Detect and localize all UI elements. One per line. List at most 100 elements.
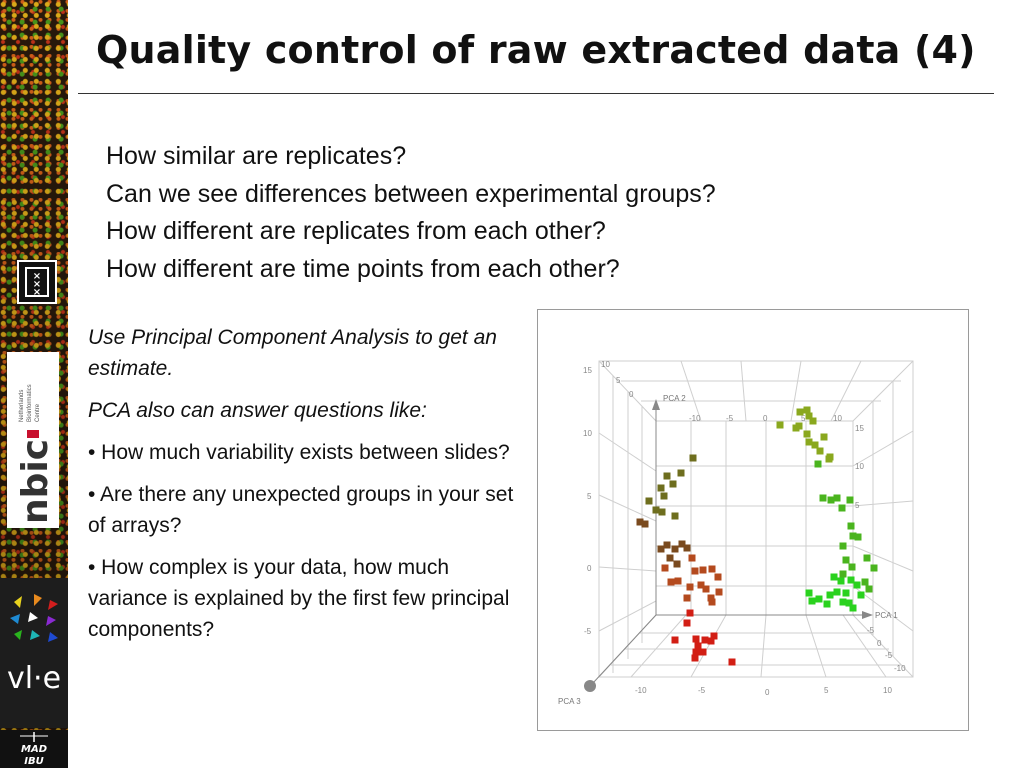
pca-point-olive <box>803 430 811 438</box>
pca-point-red <box>728 658 736 666</box>
z-tick-label: 10 <box>601 360 610 369</box>
bullet-3: • How complex is your data, how much var… <box>88 556 510 641</box>
pca-point-red <box>694 642 702 650</box>
pca-point-darkgreen <box>657 484 665 492</box>
side-tick-label: 0 <box>877 639 882 648</box>
pca-point-darkgreen <box>645 497 653 505</box>
pca-point-rust <box>667 578 675 586</box>
pca-point-rust <box>661 564 669 572</box>
y-tick-label: 10 <box>583 429 592 438</box>
pca2-arrow-icon <box>652 399 660 410</box>
pca-point-olive <box>805 412 813 420</box>
z-tick-label: 5 <box>616 376 621 385</box>
axis-label-pca2: PCA 2 <box>663 394 686 403</box>
pca-point-rust <box>702 585 710 593</box>
x-tick-label: 5 <box>824 686 829 695</box>
question-3: How different are replicates from each o… <box>106 217 606 245</box>
nbic-caption-3: Centre <box>35 403 41 422</box>
pca-points-layer <box>636 406 878 666</box>
pca-point-red <box>671 636 679 644</box>
pca-point-olive <box>803 406 811 414</box>
pca-point-rust <box>674 577 682 585</box>
pca-point-brown <box>641 520 649 528</box>
pca-point-rust <box>714 573 722 581</box>
vle-logo-text: vl·e <box>7 661 61 696</box>
pca-point-brightgreen <box>823 600 831 608</box>
pca-point-darkgreen <box>658 508 666 516</box>
pca-point-green <box>863 554 871 562</box>
pca-point-green <box>861 578 869 586</box>
university-logo: × × × <box>17 260 57 304</box>
pca-point-brightgreen <box>830 573 838 581</box>
pca-point-darkgreen <box>671 512 679 520</box>
pca-point-rust <box>699 566 707 574</box>
pca-point-olive <box>816 447 824 455</box>
pca-point-brown <box>666 554 674 562</box>
pca-point-olive <box>792 424 800 432</box>
side-tick-label: 10 <box>855 462 864 471</box>
pca-grid <box>598 360 914 678</box>
pca-point-darkgreen <box>669 480 677 488</box>
side-tick-label: -5 <box>867 626 875 635</box>
pca-point-brightgreen <box>842 589 850 597</box>
pca-point-green <box>870 564 878 572</box>
top-tick-label: -10 <box>689 414 701 423</box>
pca-point-brightgreen <box>805 589 813 597</box>
pca-point-red <box>692 635 700 643</box>
pca3-axis-marker-icon <box>584 680 596 692</box>
pca-point-olive <box>796 408 804 416</box>
top-tick-label: 10 <box>833 414 842 423</box>
pca1-arrow-icon <box>862 611 873 619</box>
y-tick-label: -5 <box>584 627 592 636</box>
pca-point-rust <box>697 581 705 589</box>
pca-point-brightgreen <box>845 599 853 607</box>
pca-point-brightgreen <box>839 598 847 606</box>
pca-point-olive <box>826 453 834 461</box>
pca-point-brown <box>636 518 644 526</box>
nbic-caption-2: Bioinformatics <box>27 384 33 422</box>
pca-point-red <box>692 648 700 656</box>
x-tick-label: -10 <box>635 686 647 695</box>
top-tick-label: 0 <box>763 414 768 423</box>
question-4: How different are time points from each … <box>106 254 620 283</box>
ibu-text: IBU <box>24 756 43 767</box>
pca-point-green <box>814 460 822 468</box>
question-1: How similar are replicates? <box>106 142 407 170</box>
pca-point-green <box>839 542 847 550</box>
pca-point-brown <box>678 540 686 548</box>
pca-plot-svg: PCA 2 PCA 1 PCA 3 -10 -5 0 5 10 15 10 5 … <box>558 360 914 706</box>
pca-point-olive <box>820 433 828 441</box>
pca-point-brightgreen <box>808 597 816 605</box>
pca-point-rust <box>708 565 716 573</box>
y-tick-label: 5 <box>587 492 592 501</box>
pca-point-green <box>839 570 847 578</box>
svg-text:×: × <box>33 279 41 290</box>
axis-label-pca1: PCA 1 <box>875 611 898 620</box>
body-text: Use Principal Component Analysis to get … <box>88 322 533 656</box>
x-tick-label: -5 <box>698 686 706 695</box>
pca-point-red <box>710 632 718 640</box>
pca-point-red <box>686 609 694 617</box>
pca-point-red <box>691 654 699 662</box>
y-tick-label: 0 <box>587 564 592 573</box>
pca-point-brown <box>671 545 679 553</box>
title-divider <box>78 93 994 94</box>
bullet-1: • How much variability exists between sl… <box>88 441 510 464</box>
x-tick-label: 0 <box>765 688 770 697</box>
pca-point-brightgreen <box>849 604 857 612</box>
pca-point-rust <box>688 554 696 562</box>
slide-title: Quality control of raw extracted data (4… <box>96 28 976 72</box>
side-tick-label: -5 <box>885 651 893 660</box>
pca-point-brightgreen <box>826 591 834 599</box>
nbic-logo-text: nbic <box>15 439 56 524</box>
pca-point-green <box>846 496 854 504</box>
pca-point-brown <box>663 541 671 549</box>
pca-point-red <box>699 648 707 656</box>
pca-subintro: PCA also can answer questions like: <box>88 399 427 422</box>
pca-point-rust <box>707 594 715 602</box>
pca-point-green <box>865 585 873 593</box>
pca-point-brightgreen <box>833 588 841 596</box>
pca-point-green <box>854 533 862 541</box>
pca-point-brown <box>673 560 681 568</box>
pca-point-olive <box>811 441 819 449</box>
